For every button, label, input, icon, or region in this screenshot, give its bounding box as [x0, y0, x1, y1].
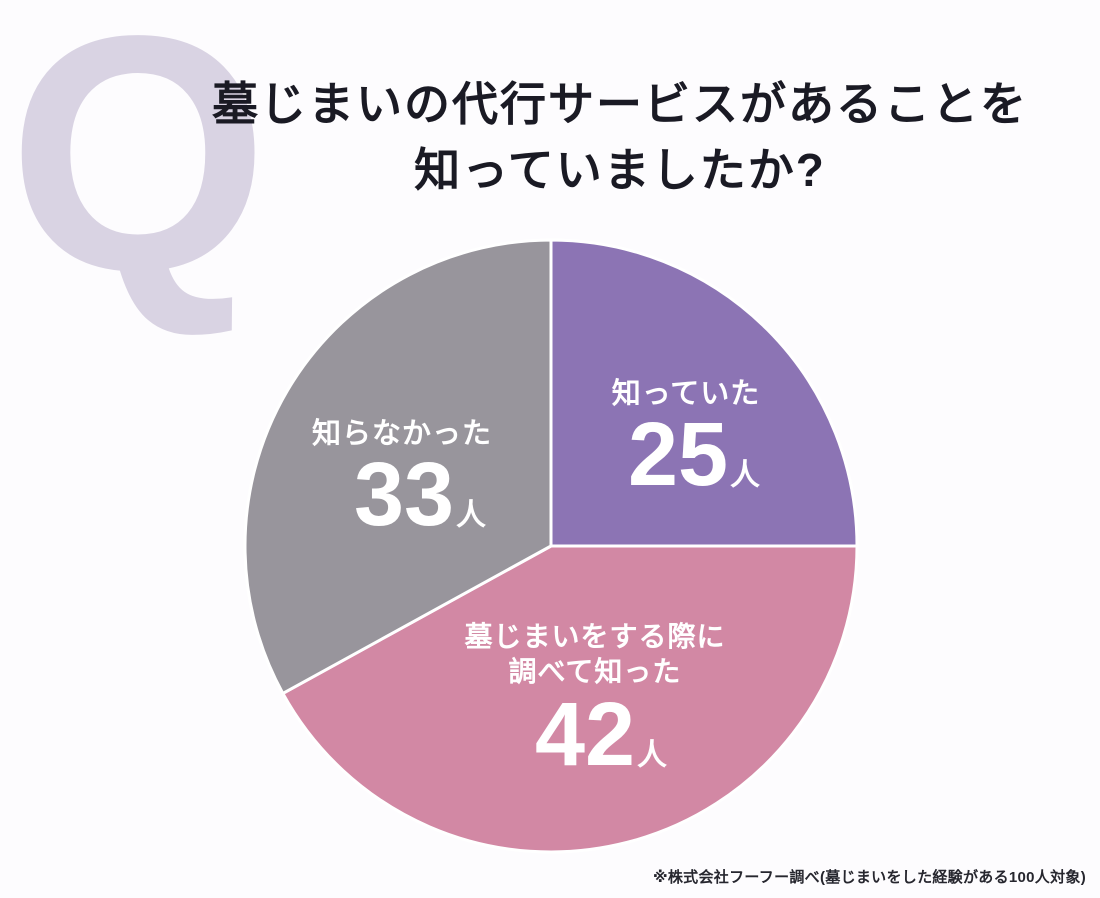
slice-label-found-out: 墓じまいをする際に 調べて知った — [464, 619, 725, 689]
pie-slice-2 — [243, 238, 553, 695]
question-title-line1: 墓じまいの代行サービスがあることを — [212, 78, 1028, 130]
survey-footnote: ※株式会社フーフー調べ(墓じまいをした経験がある100人対象) — [652, 869, 1086, 886]
slice-value-didnt-know: 33 人 — [354, 450, 486, 540]
pie-slice-0 — [549, 238, 859, 548]
slice-value-knew: 25 人 — [628, 410, 760, 500]
slice-value-found-out-number: 42 — [534, 685, 636, 785]
q-letter: Q — [8, 0, 269, 340]
slice-value-found-out-unit: 人 — [637, 739, 668, 772]
question-title: 墓じまいの代行サービスがあることを 知っていましたか? — [140, 72, 1100, 204]
slice-value-knew-unit: 人 — [730, 459, 761, 492]
slice-label-found-out-line2: 調べて知った — [508, 656, 682, 687]
pie-slice-1 — [281, 544, 859, 854]
slice-value-didnt-know-unit: 人 — [456, 499, 487, 532]
question-title-line2: 知っていましたか? — [414, 143, 826, 196]
slice-label-knew: 知っていた — [611, 378, 761, 410]
slice-value-found-out: 42 人 — [535, 690, 667, 780]
pie-chart — [243, 238, 859, 854]
slice-label-didnt-know: 知らなかった — [311, 418, 493, 450]
slice-label-found-out-line1: 墓じまいをする際に — [464, 621, 726, 652]
slice-value-didnt-know-number: 33 — [353, 445, 455, 545]
slice-value-knew-number: 25 — [627, 405, 729, 505]
